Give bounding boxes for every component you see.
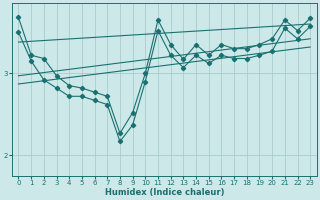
X-axis label: Humidex (Indice chaleur): Humidex (Indice chaleur) — [105, 188, 224, 197]
